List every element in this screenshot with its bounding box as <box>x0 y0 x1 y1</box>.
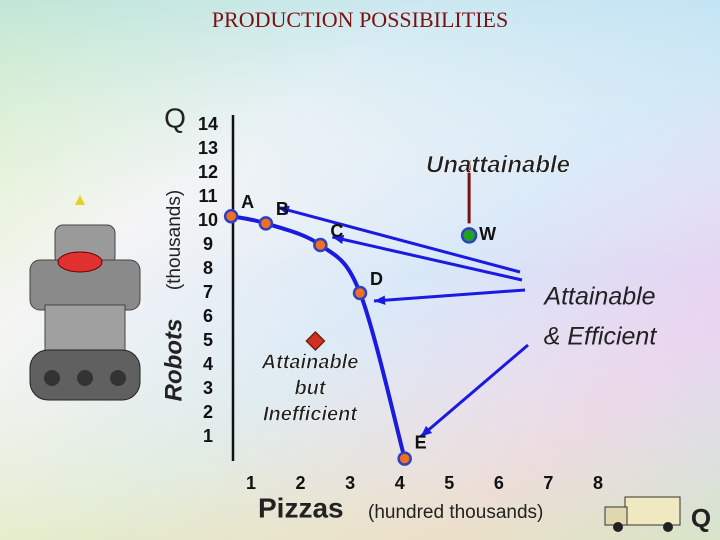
x-tick-label: 8 <box>593 473 603 493</box>
y-tick-label: 6 <box>203 306 213 326</box>
arrow-line <box>332 235 523 282</box>
y-tick-label: 3 <box>203 378 213 398</box>
x-axis-letter: Q <box>691 503 711 533</box>
y-tick-label: 4 <box>203 354 213 374</box>
y-tick-label: 2 <box>203 402 213 422</box>
annotation: Unattainable <box>426 151 570 178</box>
x-tick-label: 3 <box>345 473 355 493</box>
frontier-point <box>223 208 239 224</box>
y-tick-label: 1 <box>203 426 213 446</box>
y-axis-label: Robots (thousands) <box>160 190 187 402</box>
robot-illustration <box>29 195 141 401</box>
x-axis-label-unit: (hundred thousands) <box>368 502 543 523</box>
arrow-head <box>420 425 433 437</box>
point-label: C <box>330 221 343 241</box>
point-label: B <box>276 199 289 219</box>
title: PRODUCTION POSSIBILITIES <box>212 7 508 32</box>
y-axis-letter: Q <box>164 102 186 133</box>
y-tick-label: 9 <box>203 234 213 254</box>
x-tick-label: 7 <box>543 473 553 493</box>
y-tick-label: 13 <box>198 138 218 158</box>
x-tick-label: 5 <box>444 473 454 493</box>
point-label: E <box>415 432 427 452</box>
x-tick-label: 6 <box>494 473 504 493</box>
y-axis-label-main: Robots <box>160 319 187 402</box>
x-tick-label: 4 <box>395 473 405 493</box>
y-tick-label: 8 <box>203 258 213 278</box>
extra-point <box>305 330 326 352</box>
y-tick-label: 14 <box>198 114 218 134</box>
point-label: D <box>370 269 383 289</box>
y-tick-label: 11 <box>198 186 217 206</box>
arrow-head <box>374 295 386 305</box>
annotation: Inefficient <box>263 403 358 425</box>
extra-point <box>460 227 478 244</box>
arrow-head <box>332 234 345 245</box>
point-label: A <box>241 192 254 212</box>
frontier-point <box>258 216 274 231</box>
frontier-point <box>352 285 368 301</box>
arrow-head <box>277 205 290 215</box>
annotation: Attainable <box>542 283 655 311</box>
y-axis-label-unit: (thousands) <box>164 190 185 290</box>
x-axis-label-main: Pizzas <box>258 492 344 523</box>
truck-illustration <box>604 496 681 532</box>
y-tick-label: 10 <box>198 210 218 230</box>
point-label: W <box>479 224 496 244</box>
y-tick-label: 12 <box>198 162 218 182</box>
arrow-line <box>419 343 529 438</box>
y-tick-label: 7 <box>203 282 213 302</box>
annotation: Attainable <box>261 351 359 373</box>
frontier-point <box>313 237 328 253</box>
frontier-point <box>397 451 412 466</box>
x-tick-label: 2 <box>296 473 306 493</box>
arrow-line <box>373 288 526 303</box>
annotation: & Efficient <box>544 323 658 351</box>
y-tick-label: 5 <box>203 330 213 350</box>
annotation: but <box>294 377 326 399</box>
x-tick-label: 1 <box>246 473 256 493</box>
arrow-line <box>277 205 521 274</box>
